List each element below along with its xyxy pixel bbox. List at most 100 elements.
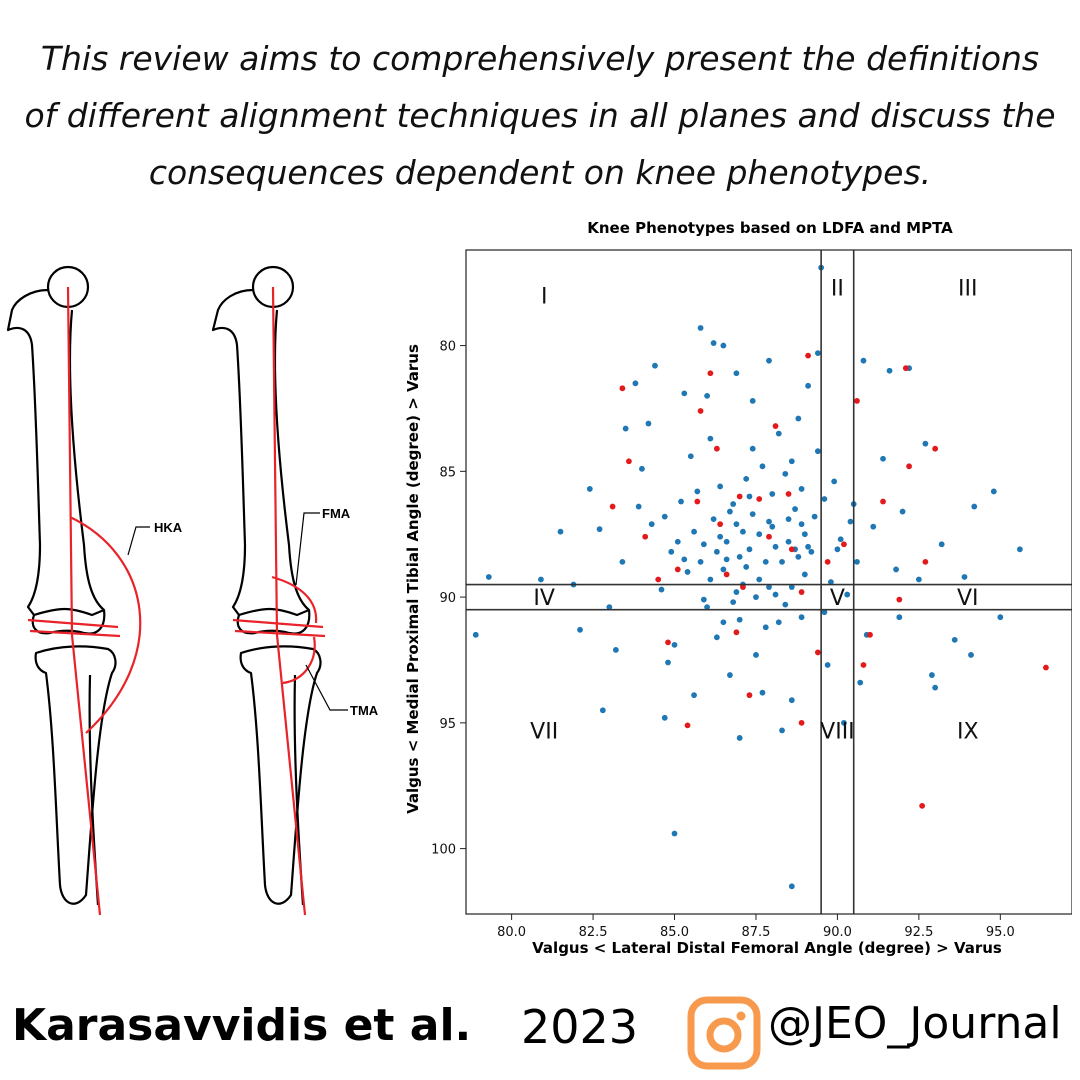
scatter-point [668, 548, 675, 555]
scatter-point [824, 662, 831, 668]
scatter-point [841, 719, 847, 726]
scatter-point [609, 503, 616, 510]
scatter-point [841, 541, 847, 548]
scatter-point [691, 528, 697, 535]
scatter-point [801, 571, 808, 578]
scatter-point [700, 596, 707, 603]
scatter-point [746, 692, 753, 699]
y-axis-label: Valgus < Medial Proximal Tibial Angle (d… [404, 344, 422, 814]
scatter-point [707, 576, 714, 583]
scatter-point [779, 727, 785, 734]
scatter-point [788, 458, 795, 465]
scatter-point [606, 604, 613, 611]
scatter-point [915, 576, 922, 583]
scatter-point [854, 398, 860, 404]
scatter-point [772, 543, 779, 550]
scatter-point [785, 516, 792, 523]
x-tick-label: 95.0 [986, 925, 1015, 940]
scatter-point [831, 478, 838, 485]
scatter-point [736, 616, 743, 623]
scatter-point [723, 538, 730, 545]
x-tick-label: 90.0 [823, 925, 852, 940]
scatter-point [472, 631, 479, 638]
scatter-point [713, 634, 720, 641]
scatter-point [740, 528, 746, 535]
scatter-point [968, 652, 974, 658]
tma-arc [282, 636, 316, 685]
scatter-point [798, 486, 805, 492]
scatter-point [766, 584, 772, 590]
headline: This review aims to comprehensively pres… [24, 39, 1056, 192]
scatter-point [671, 830, 678, 837]
scatter-point [717, 533, 724, 540]
tibia-left [34, 645, 117, 905]
scatter-point [661, 714, 668, 721]
scatter-point [697, 558, 704, 565]
scatter-point [736, 735, 743, 741]
scatter-point [922, 440, 929, 447]
scatter-point [665, 639, 671, 646]
scatter-point [811, 513, 818, 520]
scatter-point [749, 511, 756, 517]
scatter-point [906, 463, 912, 470]
scatter-point [632, 380, 639, 387]
scatter-point [538, 576, 544, 583]
scatter-point [834, 546, 841, 553]
scatter-point [681, 390, 688, 397]
scatter-point [902, 365, 909, 372]
scatter-point [1043, 664, 1049, 671]
y-tick-label: 90 [439, 591, 456, 606]
scatter-point [814, 448, 821, 455]
scatter-point [798, 614, 805, 621]
x-tick-label: 87.5 [741, 925, 770, 940]
scatter-point [775, 430, 782, 437]
scatter-point [586, 486, 593, 492]
scatter-point [870, 523, 877, 530]
author-credit: Karasavvidis et al. [12, 1000, 472, 1051]
x-tick-label: 85.0 [660, 925, 689, 940]
scatter-point [723, 571, 730, 578]
fma-arc [271, 575, 318, 624]
scatter-point [743, 564, 750, 570]
scatter-point [837, 536, 844, 543]
scatter-point [860, 357, 867, 364]
scatter-point [720, 566, 727, 573]
scatter-point [697, 408, 704, 414]
scatter-point [658, 586, 665, 593]
scatter-point [779, 558, 785, 565]
scatter-point [753, 652, 759, 658]
scatter-point [798, 589, 805, 595]
scatter-point [759, 463, 766, 470]
scatter-point [798, 521, 805, 528]
scatter-point [684, 569, 691, 575]
scatter-point [746, 493, 753, 500]
scatter-point [743, 475, 750, 482]
scatter-point [880, 498, 886, 505]
scatter-point [704, 392, 710, 399]
publication-year: 2023 [521, 1000, 639, 1054]
social-handle[interactable]: @JEO_Journal [768, 998, 1062, 1049]
scatter-point [814, 350, 821, 357]
scatter-point [867, 631, 873, 638]
scatter-point [730, 599, 737, 606]
scatter-point [938, 541, 945, 548]
scatter-point [645, 420, 652, 427]
scatter-point [619, 558, 626, 565]
scatter-point [854, 558, 860, 565]
chart-title: Knee Phenotypes based on LDFA and MPTA [587, 219, 953, 237]
scatter-point [886, 367, 893, 374]
tibia-right [239, 645, 322, 905]
instagram-icon[interactable] [686, 995, 762, 1071]
scatter-point [753, 594, 759, 600]
scatter-point [766, 357, 772, 364]
scatter-point [922, 558, 929, 565]
scatter-point [847, 518, 854, 525]
scatter-point [788, 546, 795, 553]
scatter-point [635, 503, 642, 510]
scatter-point [772, 423, 779, 429]
scatter-point [710, 340, 717, 346]
scatter-point [707, 435, 714, 442]
scatter-point [756, 496, 763, 502]
region-label: VI [957, 586, 979, 611]
scatter-point [961, 574, 968, 580]
